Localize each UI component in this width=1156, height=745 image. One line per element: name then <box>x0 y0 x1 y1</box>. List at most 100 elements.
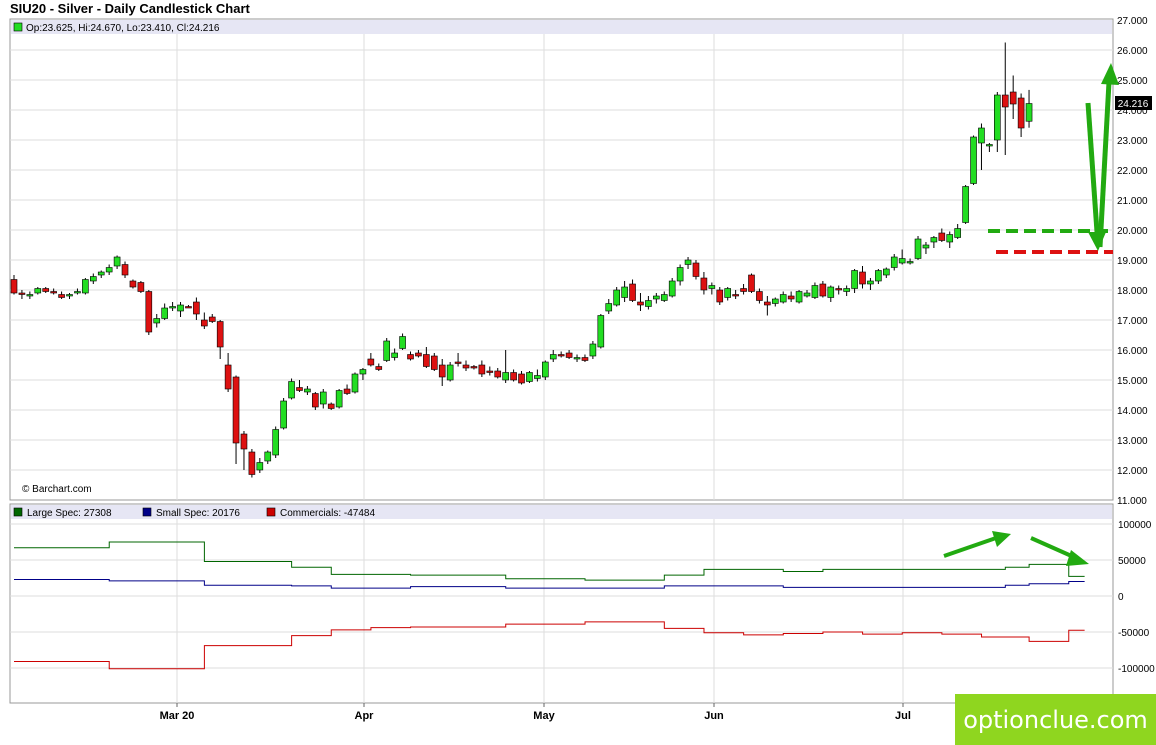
cot-y-tick: 0 <box>1118 592 1124 603</box>
candle <box>470 365 478 370</box>
legend-large-spec: Large Spec: 27308 <box>27 508 112 519</box>
candle <box>930 236 938 248</box>
candle <box>430 353 438 371</box>
candle <box>74 288 81 295</box>
candle <box>478 360 486 377</box>
candle <box>34 287 42 295</box>
candle <box>597 314 605 349</box>
candle-body-up <box>542 361 549 378</box>
candle-body-down <box>787 295 795 300</box>
candle <box>304 386 311 395</box>
candle-body-up <box>113 256 121 267</box>
arrow-up-right-head <box>992 531 1011 547</box>
x-tick-label: Mar 20 <box>160 710 195 722</box>
candle-body-down <box>938 232 946 241</box>
candle <box>185 305 192 309</box>
candle <box>288 378 295 400</box>
candle <box>26 291 34 299</box>
candle-body-up <box>898 258 906 264</box>
candle-body-up <box>597 315 605 348</box>
candle-body-down <box>859 271 866 285</box>
candle-body-down <box>343 388 351 394</box>
candle <box>962 185 969 224</box>
candle <box>779 291 787 304</box>
candle <box>359 368 367 380</box>
arrow-up-head <box>1101 63 1119 85</box>
price-y-tick: 11.000 <box>1117 496 1147 507</box>
cot-annotation-arrows <box>943 531 1089 566</box>
candle-body-down <box>565 352 573 358</box>
arrow-down-right-shaft <box>1030 536 1077 560</box>
candle <box>1025 89 1033 128</box>
candle-body-down <box>10 279 18 294</box>
candle <box>978 123 985 170</box>
candle-body-down <box>486 370 494 373</box>
candle <box>756 288 763 304</box>
price-y-tick: 15.000 <box>1117 376 1148 387</box>
candle-body-up <box>986 144 993 147</box>
candle-body-up <box>319 391 327 405</box>
candle <box>692 260 700 280</box>
candle <box>589 341 597 359</box>
candle-body-down <box>137 282 145 292</box>
candle-body-down <box>692 262 700 277</box>
candle <box>454 353 462 367</box>
candle-body-down <box>557 354 565 357</box>
candle-body-down <box>716 289 724 303</box>
candle-body-down <box>510 372 517 381</box>
candle-body-up <box>391 352 398 358</box>
price-y-tick: 17.000 <box>1117 316 1148 327</box>
candle-body-up <box>954 228 961 238</box>
candle-body-down <box>478 364 486 375</box>
candle <box>121 261 129 278</box>
candle <box>177 302 184 317</box>
candle <box>843 285 850 296</box>
candle <box>367 353 375 367</box>
candle-body-up <box>26 294 34 297</box>
candle <box>193 297 200 320</box>
candle <box>946 231 954 248</box>
candle <box>859 266 866 289</box>
source-credit: © Barchart.com <box>22 484 92 495</box>
candle-body-up <box>335 390 343 408</box>
cot-y-tick: 50000 <box>1118 556 1146 567</box>
candle-body-down <box>248 451 256 475</box>
cot-legend: Large Spec: 27308 Small Spec: 20176 Comm… <box>13 507 375 519</box>
price-y-tick: 23.000 <box>1117 136 1148 147</box>
candle-body-up <box>779 294 787 303</box>
candle-body-up <box>978 127 985 144</box>
candle <box>335 389 343 409</box>
candle-body-down <box>58 294 65 298</box>
candle-body-up <box>922 244 930 249</box>
candle-body-up <box>708 285 716 289</box>
candle-body-up <box>105 267 113 273</box>
candle-body-down <box>430 355 438 370</box>
candle <box>565 350 573 359</box>
candle <box>518 371 525 385</box>
ohlc-legend-swatch <box>13 22 23 32</box>
candle-body-up <box>645 300 652 307</box>
candle <box>787 291 795 302</box>
candle-body-up <box>359 369 367 375</box>
candle <box>867 278 874 290</box>
last-price-tag <box>1115 96 1152 110</box>
price-y-tick: 26.000 <box>1117 46 1148 57</box>
candle <box>716 287 724 305</box>
candle-body-up <box>280 400 287 429</box>
candle-body-up <box>613 289 620 306</box>
candle <box>803 290 811 298</box>
candle <box>312 392 319 410</box>
candle <box>375 363 383 371</box>
candle <box>153 314 161 328</box>
price-y-tick: 25.000 <box>1117 76 1148 87</box>
candle-body-down <box>518 373 525 384</box>
candle <box>256 458 264 473</box>
candle-body-up <box>573 357 581 360</box>
price-y-tick: 18.000 <box>1117 286 1148 297</box>
candle <box>97 270 105 278</box>
legend-swatch-small-spec <box>142 507 152 517</box>
candle-body-down <box>296 387 303 391</box>
candle <box>129 279 137 289</box>
candle <box>526 371 533 383</box>
candle <box>653 293 660 304</box>
